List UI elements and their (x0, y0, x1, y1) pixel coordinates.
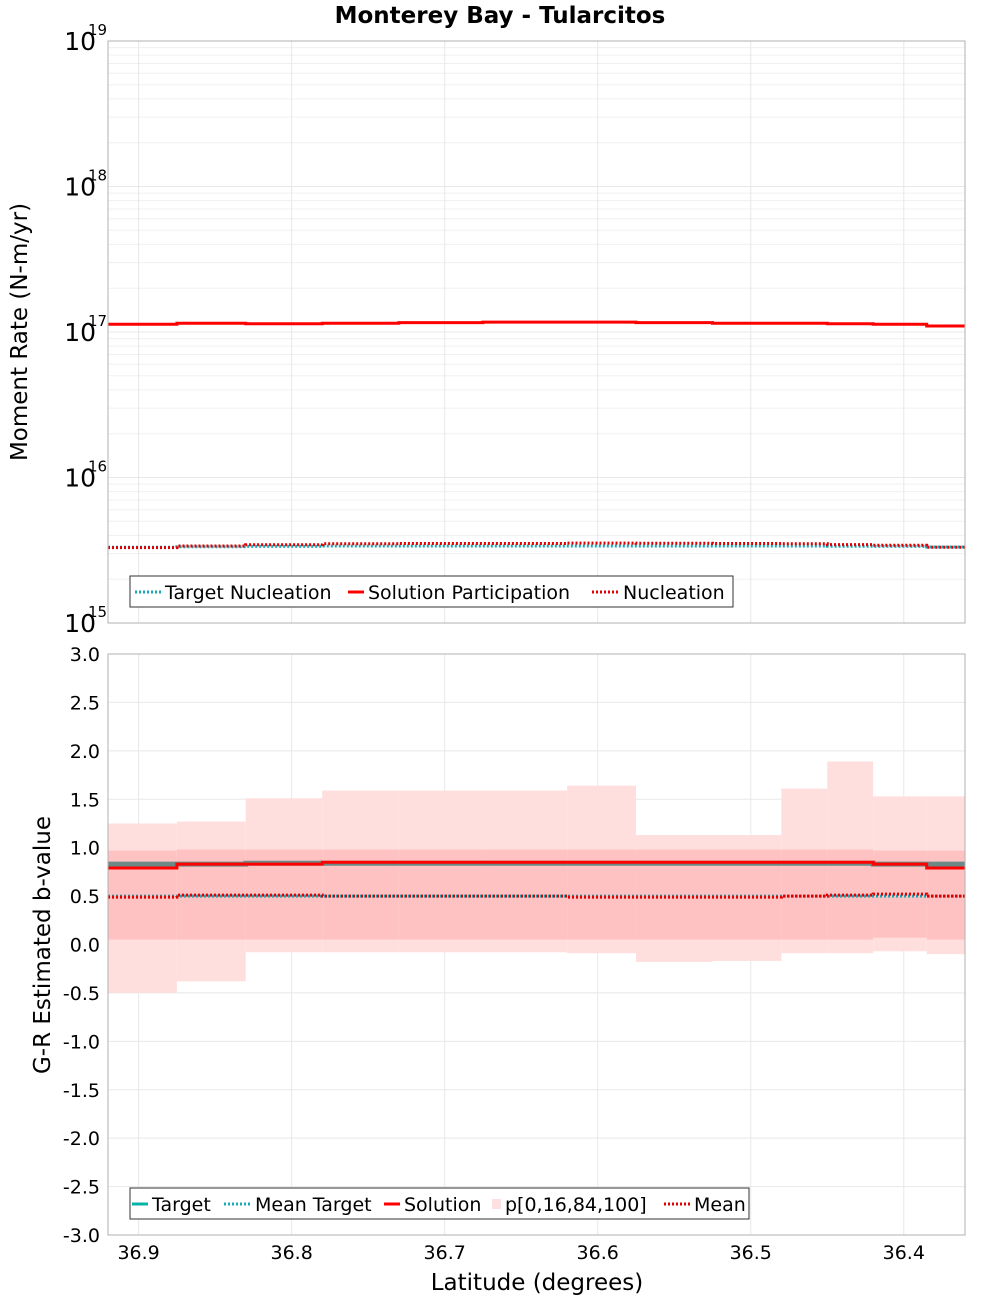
x-tick-label: 36.8 (270, 1242, 312, 1264)
chart-title: Monterey Bay - Tularcitos (335, 3, 666, 29)
series-target-nucleation (108, 544, 965, 549)
b-value-y-tick-label: 3.0 (70, 644, 100, 666)
moment-y-tick-exponent: 15 (88, 603, 107, 621)
legend-label-target: Target (151, 1194, 211, 1216)
b-value-series (108, 860, 965, 899)
moment-legend-box (129, 575, 734, 608)
series-mean (108, 892, 965, 899)
x-ticks: 36.9 36.8 36.7 36.6 36.5 36.4 (117, 1242, 924, 1264)
moment-plot-frame (107, 40, 966, 624)
moment-y-tick-exponent: 16 (88, 458, 107, 476)
b-value-y-tick-label: -0.5 (63, 983, 100, 1005)
legend-label-mean-target: Mean Target (255, 1194, 372, 1216)
moment-series (108, 320, 965, 550)
b-value-plot-frame (107, 653, 966, 1236)
moment-legend: Target Nucleation Solution Participation… (129, 575, 734, 608)
b-value-y-axis-label: G-R Estimated b-value (30, 816, 56, 1074)
b-value-y-tick-label: -2.5 (63, 1177, 100, 1199)
moment-y-tick-label: 10 (64, 609, 96, 638)
b-value-y-ticks: 3.0 2.5 2.0 1.5 1.0 0.5 0.0 -0.5 -1.0 -1.5 -2.0 -2.… (63, 644, 100, 1247)
series-solution-participation (108, 320, 965, 328)
b-value-y-tick-label: 0.5 (70, 886, 100, 908)
moment-y-tick-label: 10 (64, 318, 96, 347)
b-value-y-tick-label: 1.5 (70, 789, 100, 811)
x-tick-label: 36.6 (577, 1242, 619, 1264)
x-tick-label: 36.5 (730, 1242, 772, 1264)
x-axis-label: Latitude (degrees) (431, 1270, 644, 1296)
legend-label-nucleation: Nucleation (623, 582, 725, 604)
b-value-legend: Target Mean Target Solution p[0,16,84,10… (129, 1187, 750, 1220)
x-tick-label: 36.7 (424, 1242, 466, 1264)
moment-y-tick-exponent: 19 (88, 21, 107, 39)
b-value-y-tick-label: 2.5 (70, 692, 100, 714)
x-tick-label: 36.9 (117, 1242, 159, 1264)
b-value-y-tick-label: 1.0 (70, 838, 100, 860)
series-nucleation (108, 541, 965, 550)
moment-y-tick-label: 10 (64, 464, 96, 493)
b-value-panel: 3.0 2.5 2.0 1.5 1.0 0.5 0.0 -0.5 -1.0 -1.5 -2.0 -2.… (30, 644, 966, 1296)
x-tick-label: 36.4 (883, 1242, 925, 1264)
legend-label-solution: Solution (404, 1194, 481, 1216)
legend-label-percentile-band: p[0,16,84,100] (505, 1194, 647, 1216)
legend-label-target-nucleation: Target Nucleation (164, 582, 332, 604)
legend-swatch-percentile-band (492, 1199, 501, 1209)
series-solution (108, 860, 965, 870)
moment-y-tick-exponent: 18 (88, 167, 107, 185)
b-value-y-tick-label: -1.5 (63, 1080, 100, 1102)
moment-y-axis-label: Moment Rate (N-m/yr) (7, 203, 33, 461)
moment-y-tick-label: 10 (64, 173, 96, 202)
b-value-y-tick-label: 2.0 (70, 741, 100, 763)
legend-label-mean: Mean (694, 1194, 746, 1216)
legend-label-solution-participation: Solution Participation (368, 582, 570, 604)
b-value-y-tick-label: 0.0 (70, 935, 100, 957)
moment-y-tick-exponent: 17 (88, 312, 107, 330)
b-value-y-tick-label: -2.0 (63, 1128, 100, 1150)
moment-y-tick-label: 10 (64, 27, 96, 56)
b-value-y-tick-label: -3.0 (63, 1225, 100, 1247)
b-value-y-tick-label: -1.0 (63, 1031, 100, 1053)
